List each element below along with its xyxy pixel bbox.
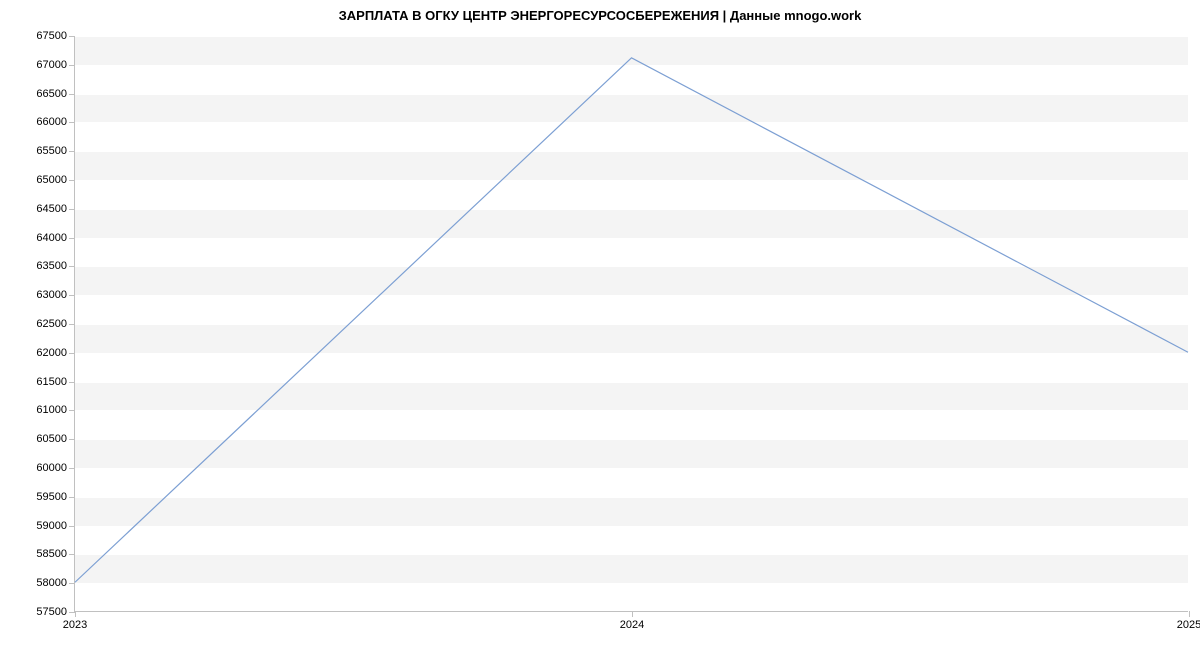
x-tick-label: 2023	[63, 619, 87, 631]
y-tick-mark	[69, 209, 75, 210]
y-tick-label: 58500	[36, 548, 67, 560]
y-tick-mark	[69, 151, 75, 152]
y-tick-label: 66000	[36, 116, 67, 128]
x-tick-label: 2024	[620, 619, 644, 631]
y-tick-label: 64000	[36, 232, 67, 244]
y-tick-mark	[69, 324, 75, 325]
y-tick-mark	[69, 353, 75, 354]
y-tick-mark	[69, 295, 75, 296]
y-tick-mark	[69, 497, 75, 498]
y-tick-label: 65500	[36, 145, 67, 157]
series-line-salary	[75, 58, 1188, 582]
y-tick-mark	[69, 36, 75, 37]
y-tick-label: 62000	[36, 347, 67, 359]
plot-area: 5750058000585005900059500600006050061000…	[74, 36, 1188, 612]
y-tick-mark	[69, 382, 75, 383]
y-tick-label: 67000	[36, 59, 67, 71]
y-tick-mark	[69, 526, 75, 527]
y-tick-label: 59000	[36, 520, 67, 532]
y-tick-label: 59500	[36, 491, 67, 503]
y-tick-label: 61500	[36, 376, 67, 388]
y-tick-label: 57500	[36, 606, 67, 618]
x-tick-mark	[75, 611, 76, 617]
x-tick-mark	[632, 611, 633, 617]
y-tick-mark	[69, 266, 75, 267]
y-tick-label: 58000	[36, 577, 67, 589]
y-tick-mark	[69, 554, 75, 555]
y-tick-label: 60500	[36, 433, 67, 445]
y-tick-label: 60000	[36, 462, 67, 474]
chart-line-layer	[75, 36, 1188, 611]
y-tick-mark	[69, 439, 75, 440]
y-tick-mark	[69, 65, 75, 66]
y-tick-label: 63000	[36, 289, 67, 301]
x-tick-mark	[1189, 611, 1190, 617]
y-tick-label: 66500	[36, 88, 67, 100]
y-tick-mark	[69, 122, 75, 123]
y-tick-label: 67500	[36, 30, 67, 42]
x-tick-label: 2025	[1177, 619, 1200, 631]
y-tick-mark	[69, 238, 75, 239]
y-tick-mark	[69, 468, 75, 469]
y-tick-label: 63500	[36, 260, 67, 272]
y-tick-label: 65000	[36, 174, 67, 186]
y-tick-label: 61000	[36, 404, 67, 416]
salary-line-chart: ЗАРПЛАТА В ОГКУ ЦЕНТР ЭНЕРГОРЕСУРСОСБЕРЕ…	[0, 0, 1200, 650]
y-tick-mark	[69, 410, 75, 411]
y-tick-mark	[69, 583, 75, 584]
y-tick-mark	[69, 180, 75, 181]
y-tick-label: 64500	[36, 203, 67, 215]
y-tick-mark	[69, 94, 75, 95]
chart-title: ЗАРПЛАТА В ОГКУ ЦЕНТР ЭНЕРГОРЕСУРСОСБЕРЕ…	[0, 8, 1200, 23]
y-tick-label: 62500	[36, 318, 67, 330]
